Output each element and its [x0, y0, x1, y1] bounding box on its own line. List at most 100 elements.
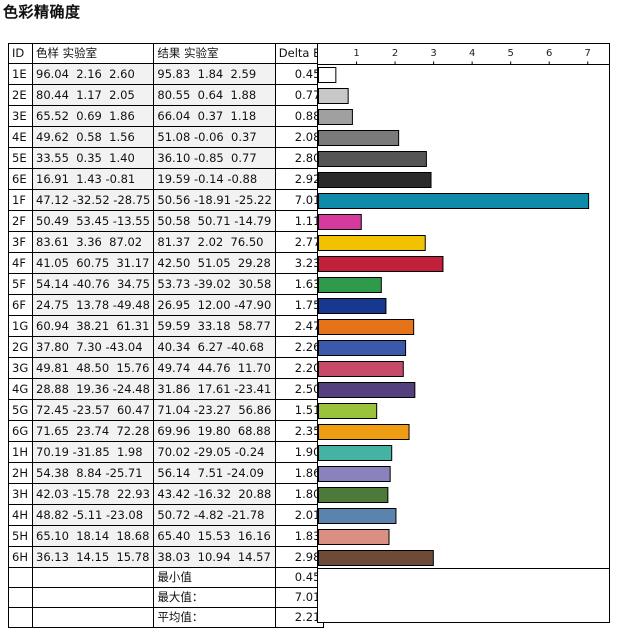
bar-1E [318, 67, 337, 83]
reference-lab-values: 36.13 14.15 15.78 [31, 546, 155, 568]
reference-lab-values: 42.03 -15.78 22.93 [31, 483, 155, 505]
delta-e-value: 2.08 [274, 126, 325, 148]
summary-label: 平均值： [153, 607, 276, 628]
bar-2E [318, 88, 349, 104]
delta-e-value: 2.01 [274, 504, 325, 526]
x-tick-label: 1 [353, 48, 359, 59]
row-id: 4G [8, 378, 33, 400]
table-row: 5H 65.10 18.14 18.68 65.40 15.53 16.16 1.83 [8, 525, 325, 547]
table-row: 2E 80.44 1.17 2.05 80.55 0.64 1.88 0.77 [8, 84, 325, 106]
summary-value: 7.01 [274, 587, 325, 608]
measured-lab-values: 19.59 -0.14 -0.88 [153, 168, 276, 190]
reference-lab-values: 41.05 60.75 31.17 [31, 252, 155, 274]
bar-6F [318, 298, 387, 314]
reference-lab-values: 70.19 -31.85 1.98 [31, 441, 155, 463]
reference-lab-values: 96.04 2.16 2.60 [31, 63, 155, 85]
bar-2H [318, 466, 391, 482]
bar-5H [318, 529, 390, 545]
table-row: 4E 49.62 0.58 1.56 51.08 -0.06 0.37 2.08 [8, 126, 325, 148]
bar-6G [318, 424, 410, 440]
measured-lab-values: 65.40 15.53 16.16 [153, 525, 276, 547]
measured-lab-values: 42.50 51.05 29.28 [153, 252, 276, 274]
row-id: 5G [8, 399, 33, 421]
bar-2F [318, 214, 362, 230]
bar-3G [318, 361, 404, 377]
summary-row: 最大值： 7.01 [8, 587, 325, 608]
bar-3F [318, 235, 426, 251]
bar-4H [318, 508, 397, 524]
row-id: 4H [8, 504, 33, 526]
row-id: 4F [8, 252, 33, 274]
table-row: 5E 33.55 0.35 1.40 36.10 -0.85 0.77 2.80 [8, 147, 325, 169]
row-id: 4E [8, 126, 33, 148]
measured-lab-values: 66.04 0.37 1.18 [153, 105, 276, 127]
bar-1H [318, 445, 393, 461]
delta-e-bar-chart: 1 2 3 4 5 6 7 [317, 43, 610, 623]
table-row: 6G 71.65 23.74 72.28 69.96 19.80 68.88 2.35 [8, 420, 325, 442]
table-row: 4H 48.82 -5.11 -23.08 50.72 -4.82 -21.78 2.… [8, 504, 325, 526]
reference-lab-values: 50.49 53.45 -13.55 [31, 210, 155, 232]
row-id: 5E [8, 147, 33, 169]
delta-e-value: 1.51 [274, 399, 325, 421]
reference-lab-values: 28.88 19.36 -24.48 [31, 378, 155, 400]
page-title: 色彩精确度 [3, 3, 81, 21]
measured-lab-values: 36.10 -0.85 0.77 [153, 147, 276, 169]
reference-lab-values: 54.14 -40.76 34.75 [31, 273, 155, 295]
reference-lab-values: 16.91 1.43 -0.81 [31, 168, 155, 190]
reference-lab-values: 33.55 0.35 1.40 [31, 147, 155, 169]
measured-lab-values: 69.96 19.80 68.88 [153, 420, 276, 442]
table-row: 2G 37.80 7.30 -43.04 40.34 6.27 -40.68 2.26 [8, 336, 325, 358]
table-row: 4G 28.88 19.36 -24.48 31.86 17.61 -23.41 2.… [8, 378, 325, 400]
delta-e-value: 2.77 [274, 231, 325, 253]
summary-empty-ref [31, 587, 155, 608]
measured-lab-values: 80.55 0.64 1.88 [153, 84, 276, 106]
delta-e-value: 2.50 [274, 378, 325, 400]
reference-lab-values: 72.45 -23.57 60.47 [31, 399, 155, 421]
summary-empty-ref [31, 567, 155, 588]
x-tick-label: 2 [392, 48, 398, 59]
bar-6E [318, 172, 432, 188]
row-id: 3G [8, 357, 33, 379]
reference-lab-values: 80.44 1.17 2.05 [31, 84, 155, 106]
measured-lab-values: 70.02 -29.05 -0.24 [153, 441, 276, 463]
reference-lab-values: 54.38 8.84 -25.71 [31, 462, 155, 484]
table-row: 1F 47.12 -32.52 -28.75 50.56 -18.91 -25.22… [8, 189, 325, 211]
measured-lab-values: 40.34 6.27 -40.68 [153, 336, 276, 358]
table-row: 3F 83.61 3.36 87.02 81.37 2.02 76.50 2.77 [8, 231, 325, 253]
reference-lab-values: 48.82 -5.11 -23.08 [31, 504, 155, 526]
bar-5E [318, 151, 427, 167]
summary-label: 最大值： [153, 587, 276, 608]
bar-5F [318, 277, 382, 293]
summary-value: 2.21 [274, 607, 325, 628]
reference-lab-values: 49.62 0.58 1.56 [31, 126, 155, 148]
bar-5G [318, 403, 378, 419]
row-id: 6F [8, 294, 33, 316]
x-tick-label: 3 [430, 48, 436, 59]
bar-4E [318, 130, 400, 146]
table-row: 2F 50.49 53.45 -13.55 50.58 50.71 -14.79 1.… [8, 210, 325, 232]
reference-lab-values: 60.94 38.21 61.31 [31, 315, 155, 337]
table-header-row: ID 色样 实验室 结果 实验室 Delta E [8, 43, 325, 64]
row-id: 5H [8, 525, 33, 547]
measured-lab-values: 43.42 -16.32 20.88 [153, 483, 276, 505]
table-row: 1H 70.19 -31.85 1.98 70.02 -29.05 -0.24 1.9… [8, 441, 325, 463]
table-row: 5G 72.45 -23.57 60.47 71.04 -23.27 56.86 1.… [8, 399, 325, 421]
x-tick-label: 6 [546, 48, 552, 59]
delta-e-value: 1.75 [274, 294, 325, 316]
color-accuracy-table: ID 色样 实验室 结果 实验室 Delta E 1E 96.04 2.16 2.60 95… [8, 43, 325, 628]
bar-1G [318, 319, 415, 335]
measured-lab-values: 81.37 2.02 76.50 [153, 231, 276, 253]
bar-2G [318, 340, 407, 356]
measured-lab-values: 26.95 12.00 -47.90 [153, 294, 276, 316]
measured-lab-values: 50.72 -4.82 -21.78 [153, 504, 276, 526]
summary-empty-id [8, 567, 33, 588]
row-id: 1G [8, 315, 33, 337]
measured-lab-values: 50.58 50.71 -14.79 [153, 210, 276, 232]
summary-empty-id [8, 607, 33, 628]
table-row: 3G 49.81 48.50 15.76 49.74 44.76 11.70 2.20 [8, 357, 325, 379]
table-row: 6H 36.13 14.15 15.78 38.03 10.94 14.57 2.98 [8, 546, 325, 568]
bar-3E [318, 109, 353, 125]
measured-lab-values: 53.73 -39.02 30.58 [153, 273, 276, 295]
table-row: 1E 96.04 2.16 2.60 95.83 1.84 2.59 0.45 [8, 63, 325, 85]
reference-lab-values: 65.52 0.69 1.86 [31, 105, 155, 127]
